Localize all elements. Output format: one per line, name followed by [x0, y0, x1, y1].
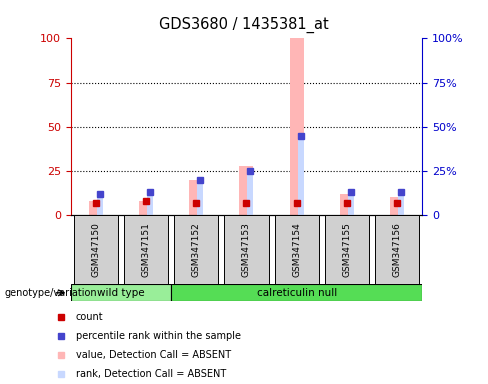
Text: GSM347150: GSM347150	[91, 222, 101, 277]
Text: genotype/variation: genotype/variation	[5, 288, 98, 298]
Bar	[189, 180, 203, 215]
Text: count: count	[76, 312, 103, 322]
Bar	[375, 215, 419, 284]
Text: GSM347153: GSM347153	[242, 222, 251, 277]
Bar	[340, 194, 354, 215]
Bar	[390, 197, 404, 215]
Bar	[398, 192, 404, 215]
Bar	[147, 192, 153, 215]
Bar	[289, 38, 304, 215]
Text: GSM347155: GSM347155	[342, 222, 351, 277]
Bar	[224, 215, 268, 284]
Text: GSM347151: GSM347151	[142, 222, 151, 277]
Text: value, Detection Call = ABSENT: value, Detection Call = ABSENT	[76, 350, 231, 360]
Text: GDS3680 / 1435381_at: GDS3680 / 1435381_at	[159, 17, 329, 33]
Bar	[348, 192, 354, 215]
Text: GSM347152: GSM347152	[192, 222, 201, 277]
Text: wild type: wild type	[97, 288, 145, 298]
Text: calreticulin null: calreticulin null	[257, 288, 337, 298]
Bar	[74, 215, 118, 284]
Bar	[247, 171, 253, 215]
Bar	[97, 194, 103, 215]
Text: rank, Detection Call = ABSENT: rank, Detection Call = ABSENT	[76, 369, 226, 379]
Bar	[89, 201, 103, 215]
Text: percentile rank within the sample: percentile rank within the sample	[76, 331, 241, 341]
Bar	[298, 137, 304, 215]
Bar	[275, 215, 319, 284]
Bar	[139, 201, 153, 215]
Bar	[197, 180, 203, 215]
Text: GSM347154: GSM347154	[292, 222, 301, 277]
Bar	[71, 284, 171, 301]
Text: GSM347156: GSM347156	[392, 222, 402, 277]
Bar	[325, 215, 369, 284]
Bar	[124, 215, 168, 284]
Bar	[174, 215, 218, 284]
Bar	[240, 166, 253, 215]
Bar	[171, 284, 422, 301]
